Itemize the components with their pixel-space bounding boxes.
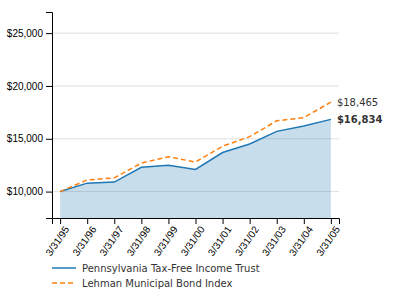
y-tick-label: $15,000: [7, 133, 44, 144]
end-label: $16,834: [337, 114, 383, 125]
x-tick-mark: [277, 218, 278, 224]
x-tick: 3/31/04: [287, 218, 315, 258]
x-tick-label: 3/31/02: [233, 224, 261, 258]
x-tick-mark: [60, 218, 61, 224]
chart-container: $10,000$15,000$20,000$25,0003/31/953/31/…: [0, 0, 397, 302]
x-tick: 3/31/01: [206, 218, 234, 258]
x-tick-mark: [168, 218, 169, 224]
x-tick-label: 3/31/00: [179, 224, 207, 258]
x-tick: 3/31/05: [314, 218, 342, 258]
line: [60, 119, 331, 191]
legend-label: Pennsylvania Tax-Free Income Trust: [82, 263, 260, 274]
x-tick: 3/31/96: [70, 218, 98, 258]
y-tick-label: $10,000: [7, 186, 44, 197]
x-axis: 3/31/953/31/963/31/973/31/983/31/993/31/…: [43, 218, 342, 258]
y-tick-mark: [46, 192, 52, 193]
y-tick: $20,000: [7, 81, 52, 92]
x-tick-label: 3/31/96: [70, 224, 98, 258]
x-tick-label: 3/31/04: [287, 224, 315, 258]
x-tick: 3/31/03: [260, 218, 288, 258]
x-tick-mark: [196, 218, 197, 224]
x-tick: 3/31/02: [233, 218, 261, 258]
x-axis-line: [53, 219, 340, 225]
x-tick-label: 3/31/01: [206, 224, 234, 258]
y-tick-mark: [46, 86, 52, 87]
area: [60, 119, 331, 218]
legend-swatch: [52, 282, 76, 284]
x-tick: 3/31/95: [43, 218, 71, 258]
x-tick-label: 3/31/97: [97, 224, 125, 258]
y-tick-mark: [46, 33, 52, 34]
y-tick: $10,000: [7, 186, 52, 197]
x-tick-mark: [250, 218, 251, 224]
x-tick-label: 3/31/05: [314, 224, 342, 258]
y-tick-label: $20,000: [7, 81, 44, 92]
y-tick: $25,000: [7, 28, 52, 39]
end-label: $18,465: [337, 97, 378, 108]
x-tick-mark: [141, 218, 142, 224]
grid-line: [52, 85, 339, 86]
legend-label: Lehman Municipal Bond Index: [82, 278, 233, 289]
marks: [60, 102, 331, 218]
x-tick: 3/31/00: [179, 218, 207, 258]
x-tick: 3/31/98: [125, 218, 153, 258]
legend-swatch: [52, 267, 76, 269]
x-tick-label: 3/31/99: [152, 224, 180, 258]
y-axis-line: [46, 13, 53, 219]
annotations: $16,834 $18,465: [337, 97, 383, 125]
x-tick-label: 3/31/98: [125, 224, 153, 258]
x-tick-mark: [87, 218, 88, 224]
grid-line: [52, 33, 339, 34]
x-tick-mark: [223, 218, 224, 224]
y-tick-mark: [46, 139, 52, 140]
x-tick: 3/31/99: [152, 218, 180, 258]
legend: Pennsylvania Tax-Free Income Trust Lehman…: [52, 263, 260, 289]
x-tick-mark: [114, 218, 115, 224]
y-tick-label: $25,000: [7, 28, 44, 39]
plot-root: $10,000$15,000$20,000$25,0003/31/953/31/…: [7, 13, 383, 289]
x-tick-mark: [304, 218, 305, 224]
y-axis: $10,000 $15,000 $20,000 $25,000: [7, 13, 53, 219]
x-tick: 3/31/97: [97, 218, 125, 258]
x-tick-label: 3/31/03: [260, 224, 288, 258]
chart-svg: $10,000$15,000$20,000$25,0003/31/953/31/…: [0, 0, 397, 302]
y-tick: $15,000: [7, 133, 52, 144]
x-tick-label: 3/31/95: [43, 224, 71, 258]
x-tick-mark: [331, 218, 332, 224]
line: [60, 102, 331, 191]
